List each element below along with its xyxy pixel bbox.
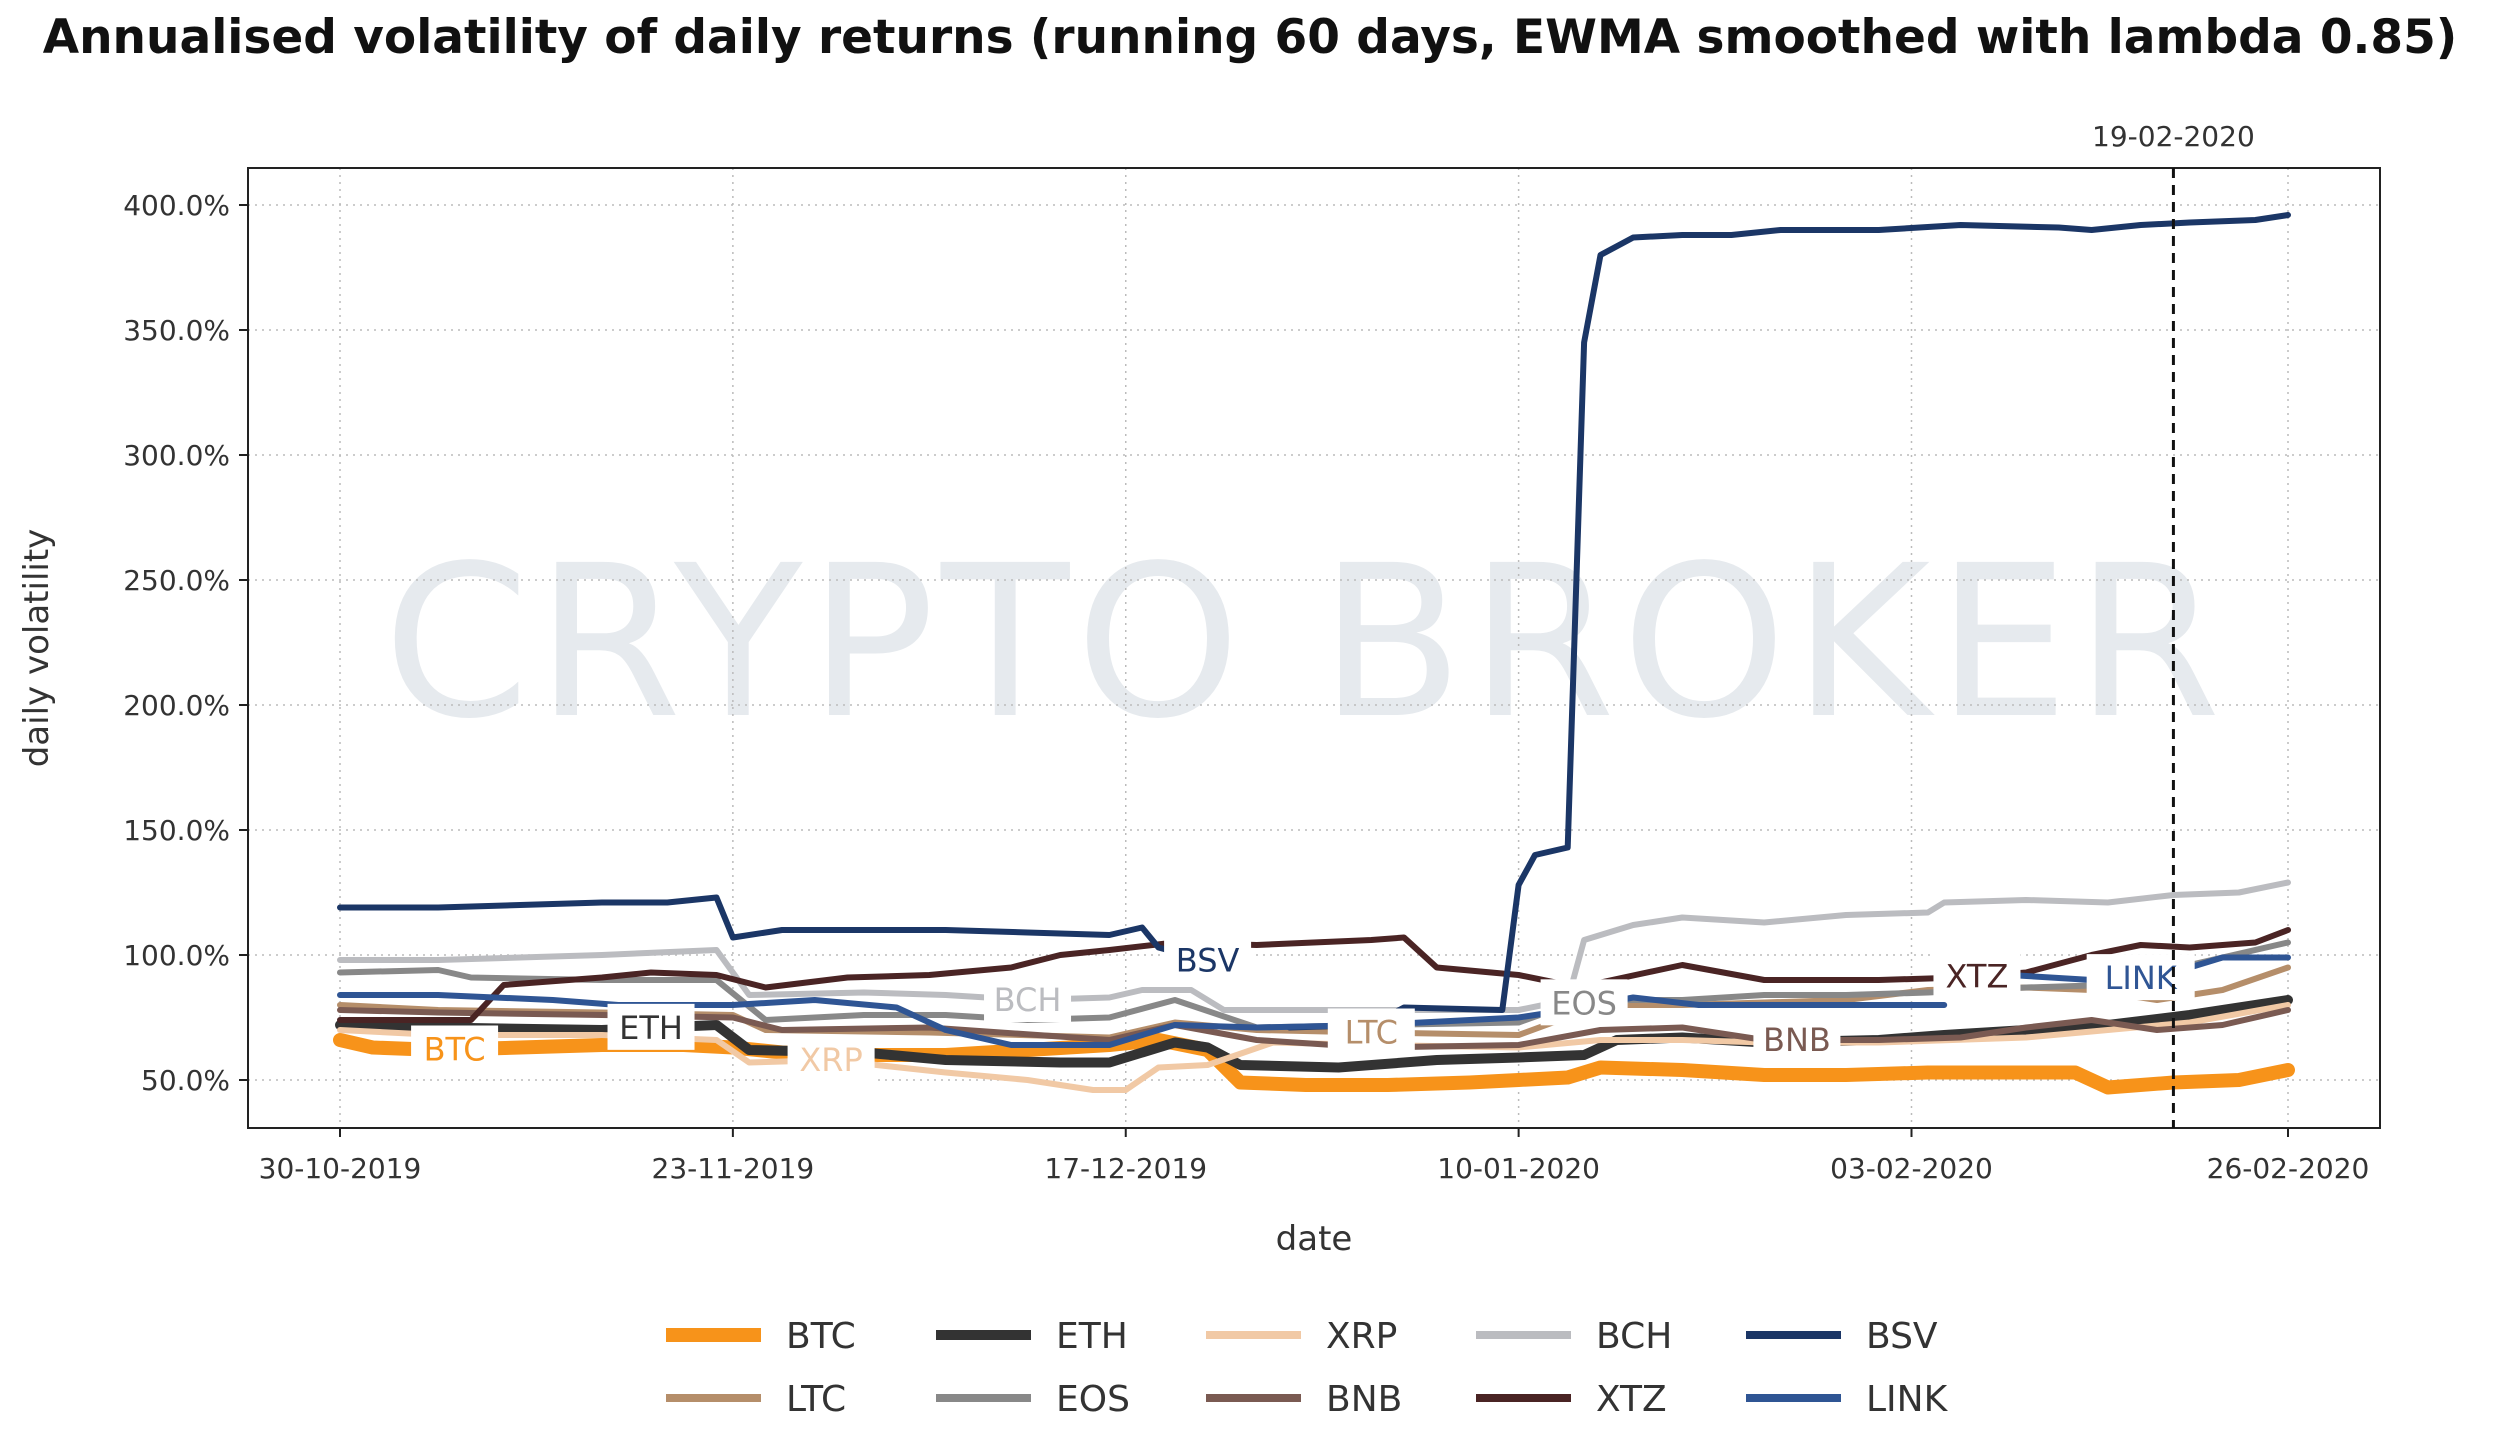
y-axis: 50.0% 100.0% 150.0% 200.0% 250.0% 300.0% 350.0…: [123, 189, 248, 1097]
series-label-link: LINK: [2105, 959, 2178, 997]
series-line-bsv: [337, 212, 2291, 1031]
series-label-box: [787, 1036, 875, 1082]
legend-entry-ltc: LTC: [786, 1379, 846, 1420]
series-label-box: [411, 1025, 499, 1072]
y-tick-label: 300.0%: [123, 439, 230, 472]
series-label-box: [1164, 936, 1252, 983]
series-line-bnb: [337, 1007, 2291, 1051]
y-tick-label: 250.0%: [123, 564, 230, 597]
series-label-bch: BCH: [994, 981, 1062, 1019]
chart-title: Annualised volatility of daily returns (…: [42, 10, 2458, 65]
legend-entry-xrp: XRP: [1326, 1316, 1397, 1357]
x-tick-label: 03-02-2020: [1830, 1152, 1993, 1185]
series-label-box: [607, 1003, 695, 1050]
y-tick-label: 50.0%: [141, 1064, 230, 1097]
legend-entry-btc: BTC: [786, 1316, 856, 1357]
series-labels: BTC LTC ETH EOS XRP BNB BCH XTZ BSV LINK: [411, 936, 2195, 1082]
y-axis-label: daily volatility: [17, 529, 57, 768]
y-tick-label: 100.0%: [123, 939, 230, 972]
y-tick-label: 350.0%: [123, 314, 230, 347]
legend-entry-xtz: XTZ: [1596, 1379, 1667, 1420]
reference-line: 19-02-2020: [2092, 120, 2255, 1128]
x-tick-label: 26-02-2020: [2207, 1152, 2370, 1185]
series-line-xtz: [337, 927, 2291, 1023]
series-label-box: [1540, 979, 1628, 1026]
series-label-box: [1753, 1016, 1841, 1062]
series-lines: [333, 212, 2295, 1095]
legend: BTC LTC ETH EOS XRP BNB BCH XTZ BSV LINK: [666, 1316, 1949, 1420]
series-label-ltc: LTC: [1345, 1014, 1398, 1052]
reference-line-label: 19-02-2020: [2092, 120, 2255, 153]
legend-entry-eos: EOS: [1056, 1379, 1130, 1420]
x-tick-label: 10-01-2020: [1437, 1152, 1600, 1185]
legend-entry-eth: ETH: [1056, 1316, 1128, 1357]
series-label-bsv: BSV: [1176, 942, 1240, 980]
legend-entry-bsv: BSV: [1866, 1316, 1938, 1357]
series-label-box: [1327, 1008, 1415, 1055]
series-label-xtz: XTZ: [1946, 957, 2009, 995]
plot-frame: [247, 167, 2381, 1129]
x-tick-label: 23-11-2019: [652, 1152, 815, 1185]
series-label-box: [1933, 952, 2021, 999]
series-label-bnb: BNB: [1763, 1021, 1831, 1059]
x-tick-label: 30-10-2019: [259, 1152, 422, 1185]
series-label-box: [984, 976, 1072, 1022]
series-label-xrp: XRP: [799, 1041, 862, 1079]
x-axis-label: date: [1276, 1219, 1353, 1259]
watermark: CRYPTO BROKER: [383, 520, 2227, 765]
y-tick-label: 150.0%: [123, 814, 230, 847]
x-axis: 30-10-2019 23-11-2019 17-12-2019 10-01-2020…: [259, 1128, 2370, 1185]
legend-entry-bch: BCH: [1596, 1316, 1672, 1357]
series-label-eth: ETH: [619, 1009, 683, 1047]
y-tick-label: 200.0%: [123, 689, 230, 722]
x-tick-label: 17-12-2019: [1044, 1152, 1207, 1185]
y-tick-label: 400.0%: [123, 189, 230, 222]
series-label-box: [2086, 954, 2195, 1001]
series-label-btc: BTC: [424, 1031, 486, 1069]
legend-entry-link: LINK: [1866, 1379, 1949, 1420]
series-label-eos: EOS: [1551, 984, 1617, 1022]
legend-entry-bnb: BNB: [1326, 1379, 1402, 1420]
